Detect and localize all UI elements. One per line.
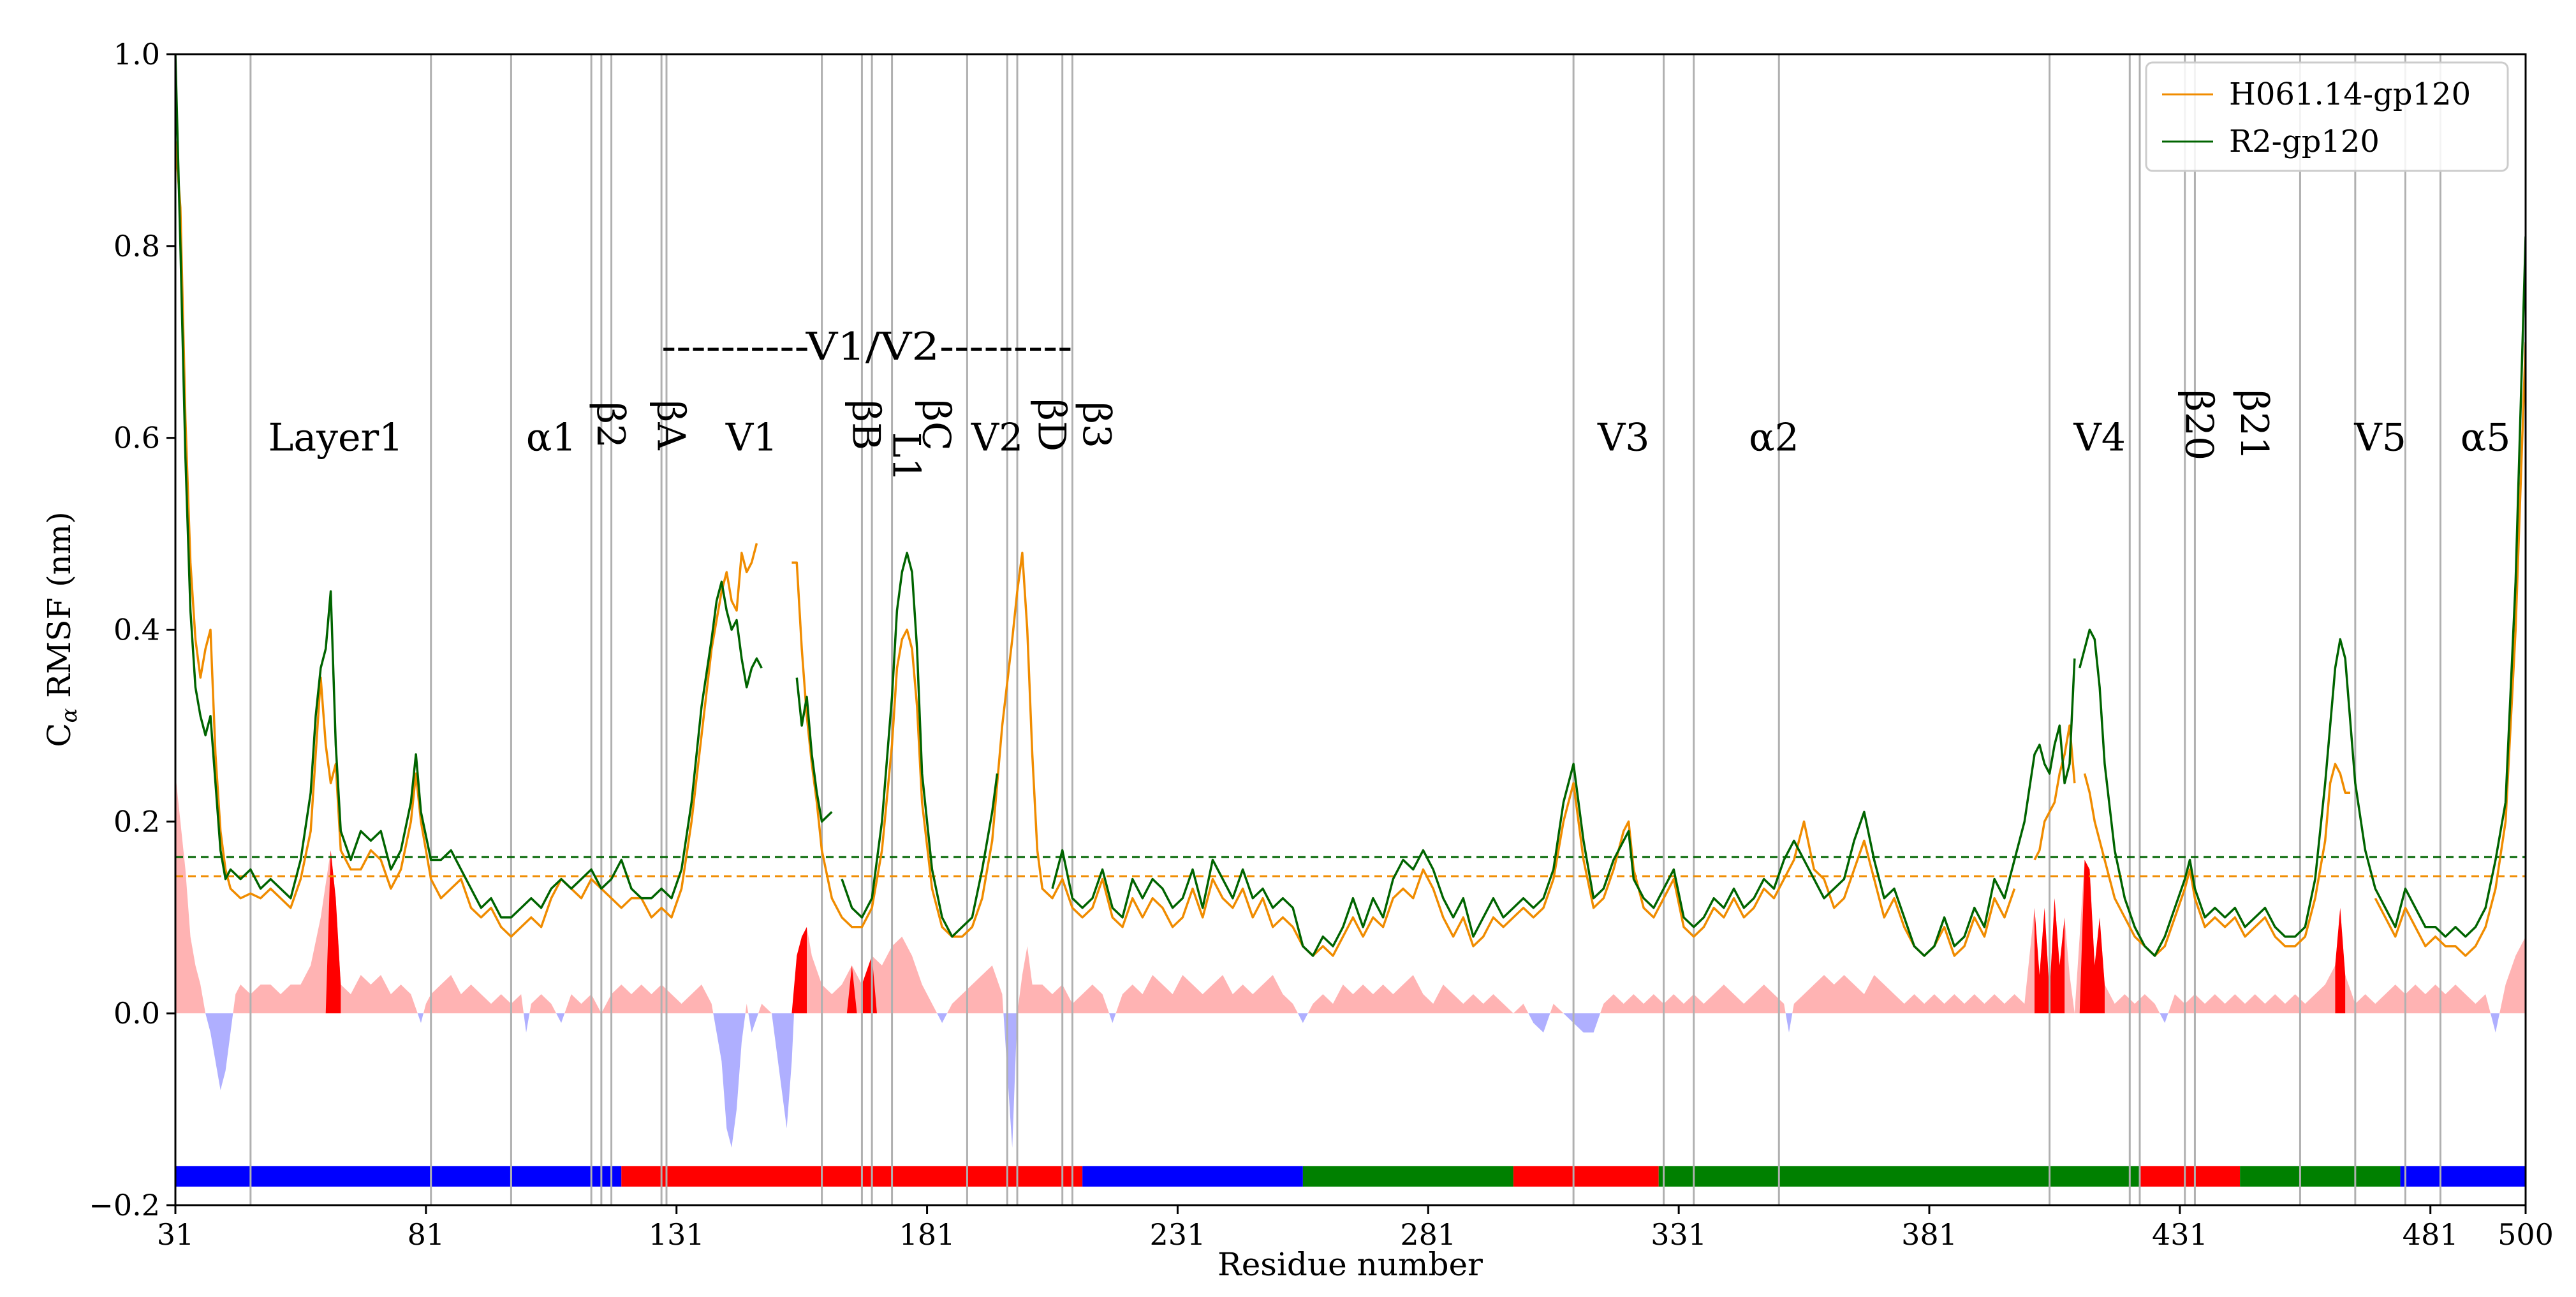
legend-label-series-a: H061.14-gp120 [2229,77,2471,112]
region-label-11: V3 [1597,416,1650,460]
v1v2-label: ----------V1/V2--------- [661,325,1072,369]
domain-bar-segment-8 [2400,1166,2526,1187]
region-label-3: βA [648,400,693,451]
domain-bar-segment-4 [1513,1166,1659,1187]
y-axis-title-rest: RMSF (nm) [41,511,78,708]
significant-region-2 [846,965,857,1014]
y-axis-title: Cα RMSF (nm) [41,511,82,747]
domain-bar-segment-5 [1658,1166,2140,1187]
domain-bar [175,1166,2526,1187]
domain-bar-segment-1 [621,1166,1083,1187]
region-label-4: V1 [725,416,778,460]
significant-region-5 [2035,898,2065,1014]
region-label-10: β3 [1074,402,1119,448]
y-tick-label-6: 1.0 [114,37,160,71]
region-label-13: V4 [2073,416,2126,460]
y-tick-label-3: 0.4 [114,613,160,647]
domain-bar-segment-3 [1302,1166,1513,1187]
x-axis-title: Residue number [1218,1246,1483,1283]
significant-region-7 [2335,907,2346,1014]
y-tick-label-0: −0.2 [89,1188,160,1222]
legend-label-series-b: R2-gp120 [2229,124,2380,159]
x-tick-label-10: 500 [2498,1217,2554,1252]
significant-region-6 [2079,860,2105,1014]
domain-bar-segment-0 [175,1166,622,1187]
x-tick-label-0: 31 [157,1217,195,1252]
domain-bar-segment-2 [1082,1166,1303,1187]
x-tick-label-6: 331 [1651,1217,1707,1252]
legend-box [2145,61,2509,172]
region-label-0: Layer1 [268,416,403,460]
difference-negative-area [205,1013,2500,1148]
y-tick-label-2: 0.2 [114,804,160,839]
region-label-7: βC [914,399,959,451]
region-label-16: V5 [2353,416,2406,460]
y-tick-label-4: 0.6 [114,421,160,455]
domain-bar-segment-7 [2240,1166,2401,1187]
x-tick-label-4: 231 [1150,1217,1206,1252]
y-axis-title-main: C [41,722,78,747]
x-tick-label-2: 131 [649,1217,705,1252]
region-label-14: β20 [2177,390,2221,460]
x-tick-label-9: 481 [2403,1217,2459,1252]
y-tick-label-1: 0.0 [114,996,160,1030]
average-lines [175,856,2526,877]
region-label-6: L1 [884,432,929,482]
x-tick-label-3: 181 [899,1217,955,1252]
y-tick-label-5: 0.8 [114,229,160,263]
region-label-5: βB [844,400,888,450]
region-label-17: α5 [2461,416,2511,460]
region-label-8: V2 [971,416,1024,460]
region-label-9: βD [1029,399,1073,451]
region-label-2: β2 [588,402,633,448]
x-tick-label-1: 81 [408,1217,445,1252]
series-line-1 [175,54,2526,957]
domain-bar-segment-6 [2140,1166,2241,1187]
vertical-lines [249,54,2441,1205]
region-label-12: α2 [1749,416,1799,460]
axes: 31 81 131 181 231 281 331 381 431 481 500 −0.2 0.0 0.… [89,37,2554,1252]
significant-region-0 [325,850,341,1014]
series-line-0 [175,140,2526,957]
y-axis-title-sub: α [57,708,82,722]
region-label-1: α1 [526,416,577,460]
x-tick-label-5: 281 [1400,1217,1456,1252]
x-tick-label-8: 431 [2152,1217,2208,1252]
significant-region-1 [791,927,807,1014]
legend: H061.14-gp120 R2-gp120 [2145,61,2509,172]
series-lines [175,54,2526,957]
plot-background [175,54,2526,1205]
region-label-15: β21 [2232,390,2276,460]
significant-region-3 [862,955,877,1014]
x-tick-label-7: 381 [1901,1217,1957,1252]
difference-layer [175,773,2526,1148]
